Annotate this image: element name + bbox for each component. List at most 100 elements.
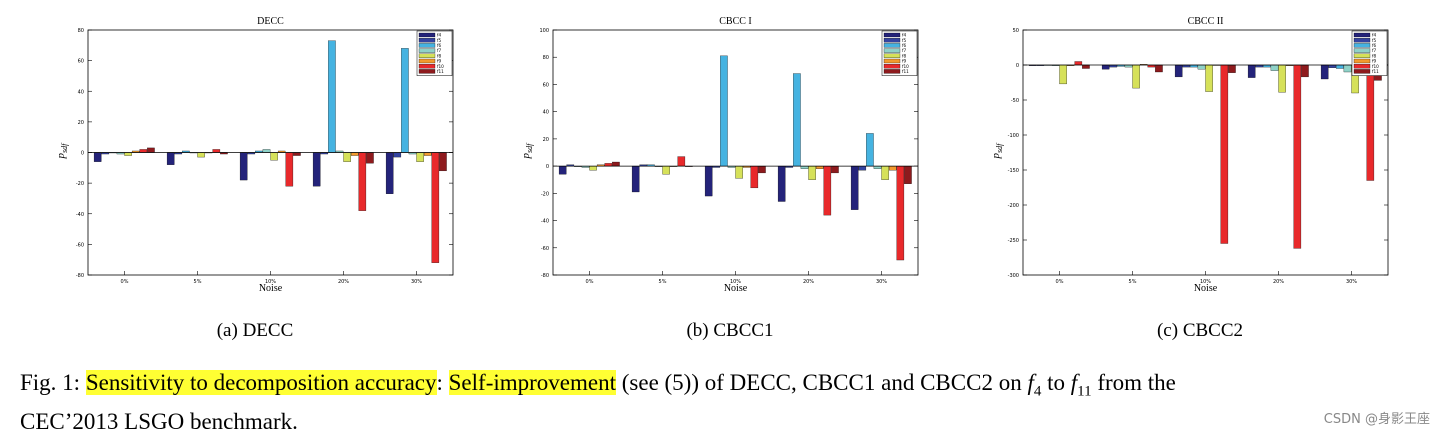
y-tick-label: -20 (541, 191, 549, 197)
y-tick-label: 40 (78, 89, 84, 95)
y-tick-label: 60 (543, 82, 549, 88)
y-tick-label: 0 (1016, 63, 1019, 69)
y-tick-label: -20 (76, 181, 84, 187)
legend-label-f9: f9 (1372, 59, 1376, 64)
legend-swatch-f10 (418, 64, 436, 69)
y-tick-label: 60 (78, 59, 84, 65)
bar-f11-0 (147, 147, 155, 153)
bar-f4-2 (704, 165, 713, 197)
y-tick-label: -200 (1008, 203, 1019, 209)
bar-f11-0 (612, 161, 620, 167)
highlight-self-improvement: Self-improvement (448, 370, 616, 395)
bar-f11-4 (439, 152, 447, 172)
bar-f11-3 (366, 152, 374, 164)
bar-f11-3 (1301, 64, 1309, 78)
y-tick-label: 80 (78, 28, 84, 34)
legend-box (881, 30, 918, 76)
y-tick-label: 40 (543, 110, 549, 116)
legend-swatch-f4 (1353, 32, 1371, 38)
legend-label-f7: f7 (437, 48, 441, 53)
legend-label-f8: f8 (437, 53, 441, 58)
legend-box (416, 30, 453, 76)
legend-label-f10: f10 (437, 64, 444, 69)
bar-f4-4 (850, 165, 859, 210)
x-tick-label: 0% (1056, 279, 1064, 285)
chart-decc: DECC -80 -60 -40 -20 0 20 40 60 80 0% 5% 10% 20% 30% No… (55, 16, 454, 294)
y-axis-label: psdf (55, 142, 69, 160)
legend-label-f11: f11 (1372, 69, 1379, 74)
bar-f5-4 (858, 165, 867, 171)
x-tick-label: 20% (1273, 279, 1284, 285)
bar-f6-3 (793, 73, 801, 167)
bar-f9-3 (815, 165, 824, 169)
plot-frame (552, 29, 919, 276)
y-tick-label: 80 (543, 55, 549, 61)
y-tick-label: -40 (541, 219, 549, 225)
bar-f4-0 (93, 152, 102, 162)
bar-f11-4 (904, 165, 912, 184)
x-tick-label: 30% (411, 279, 422, 285)
y-tick-label: -50 (1011, 98, 1019, 104)
x-tick-label: 20% (803, 279, 814, 285)
bar-f10-1 (677, 156, 686, 167)
panel-cbcc1: CBCC I -80 -60 -40 -20 0 20 40 60 80 100 0% 5% 10% 20%… (505, 0, 935, 300)
legend-label-f4: f4 (1372, 33, 1376, 38)
legend-swatch-f10 (1353, 64, 1371, 69)
bar-f5-4 (393, 152, 402, 158)
bar-f4-3 (777, 165, 786, 202)
math-f-from: f4 (1027, 370, 1042, 400)
bar-f4-1 (1101, 64, 1110, 70)
legend-swatch-f7 (418, 48, 436, 53)
legend-label-f8: f8 (902, 53, 906, 58)
legend-label-f5: f5 (902, 38, 906, 43)
legend-swatch-f8 (883, 53, 901, 58)
bar-f6-3 (328, 40, 336, 153)
watermark: CSDN @身影王座 (1323, 412, 1430, 427)
legend-swatch-f4 (883, 32, 901, 38)
bar-f7-2 (262, 149, 271, 153)
bar-f7-3 (1270, 64, 1279, 71)
legend-swatch-f10 (883, 64, 901, 69)
bar-f8-0 (1059, 64, 1067, 85)
math-f-to: f11 (1070, 370, 1092, 400)
y-tick-label: -300 (1008, 273, 1019, 279)
bar-f9-4 (423, 152, 432, 156)
legend-box (1351, 30, 1388, 76)
legend-swatch-f11 (1353, 69, 1371, 74)
bar-f11-1 (1155, 64, 1163, 73)
y-tick-label: -60 (76, 242, 84, 248)
bar-f4-3 (312, 152, 321, 187)
legend-swatch-f7 (883, 48, 901, 53)
y-tick-label: -100 (1008, 133, 1019, 139)
bar-f10-4 (1366, 64, 1375, 181)
bar-f4-2 (1174, 64, 1183, 78)
legend-label-f5: f5 (437, 38, 441, 43)
x-tick-label: 0% (586, 279, 594, 285)
y-tick-label: 0 (546, 164, 549, 170)
subcaption-cbcc2: (c) CBCC2 (1156, 320, 1244, 341)
chart-title: CBCC I (719, 16, 752, 27)
x-tick-label: 0% (121, 279, 129, 285)
legend-label-f7: f7 (902, 48, 906, 53)
legend-swatch-f4 (418, 32, 436, 38)
y-tick-label: 50 (1013, 28, 1019, 34)
legend-swatch-f7 (1353, 48, 1371, 53)
bar-f8-0 (589, 165, 597, 171)
bar-f11-2 (1228, 64, 1236, 73)
y-axis-label: psdf (520, 142, 534, 160)
x-tick-label: 5% (659, 279, 667, 285)
bar-f8-2 (1205, 64, 1213, 92)
y-tick-label: -80 (76, 273, 84, 279)
panel-decc: DECC -80 -60 -40 -20 0 20 40 60 80 0% 5% 10% 20% 30% No… (40, 0, 470, 300)
figure-label: Fig. 1: (20, 370, 81, 395)
caption-line-2: CEC’2013 LSGO benchmark. (20, 408, 298, 434)
x-tick-label: 10% (730, 279, 741, 285)
x-tick-label: 30% (1346, 279, 1357, 285)
bar-f9-3 (350, 152, 359, 156)
legend-label-f9: f9 (437, 59, 441, 64)
legend-label-f10: f10 (1372, 64, 1379, 69)
legend-label-f4: f4 (437, 33, 441, 38)
legend-label-f10: f10 (902, 64, 909, 69)
y-tick-label: 20 (78, 120, 84, 126)
bar-f7-3 (800, 165, 809, 169)
